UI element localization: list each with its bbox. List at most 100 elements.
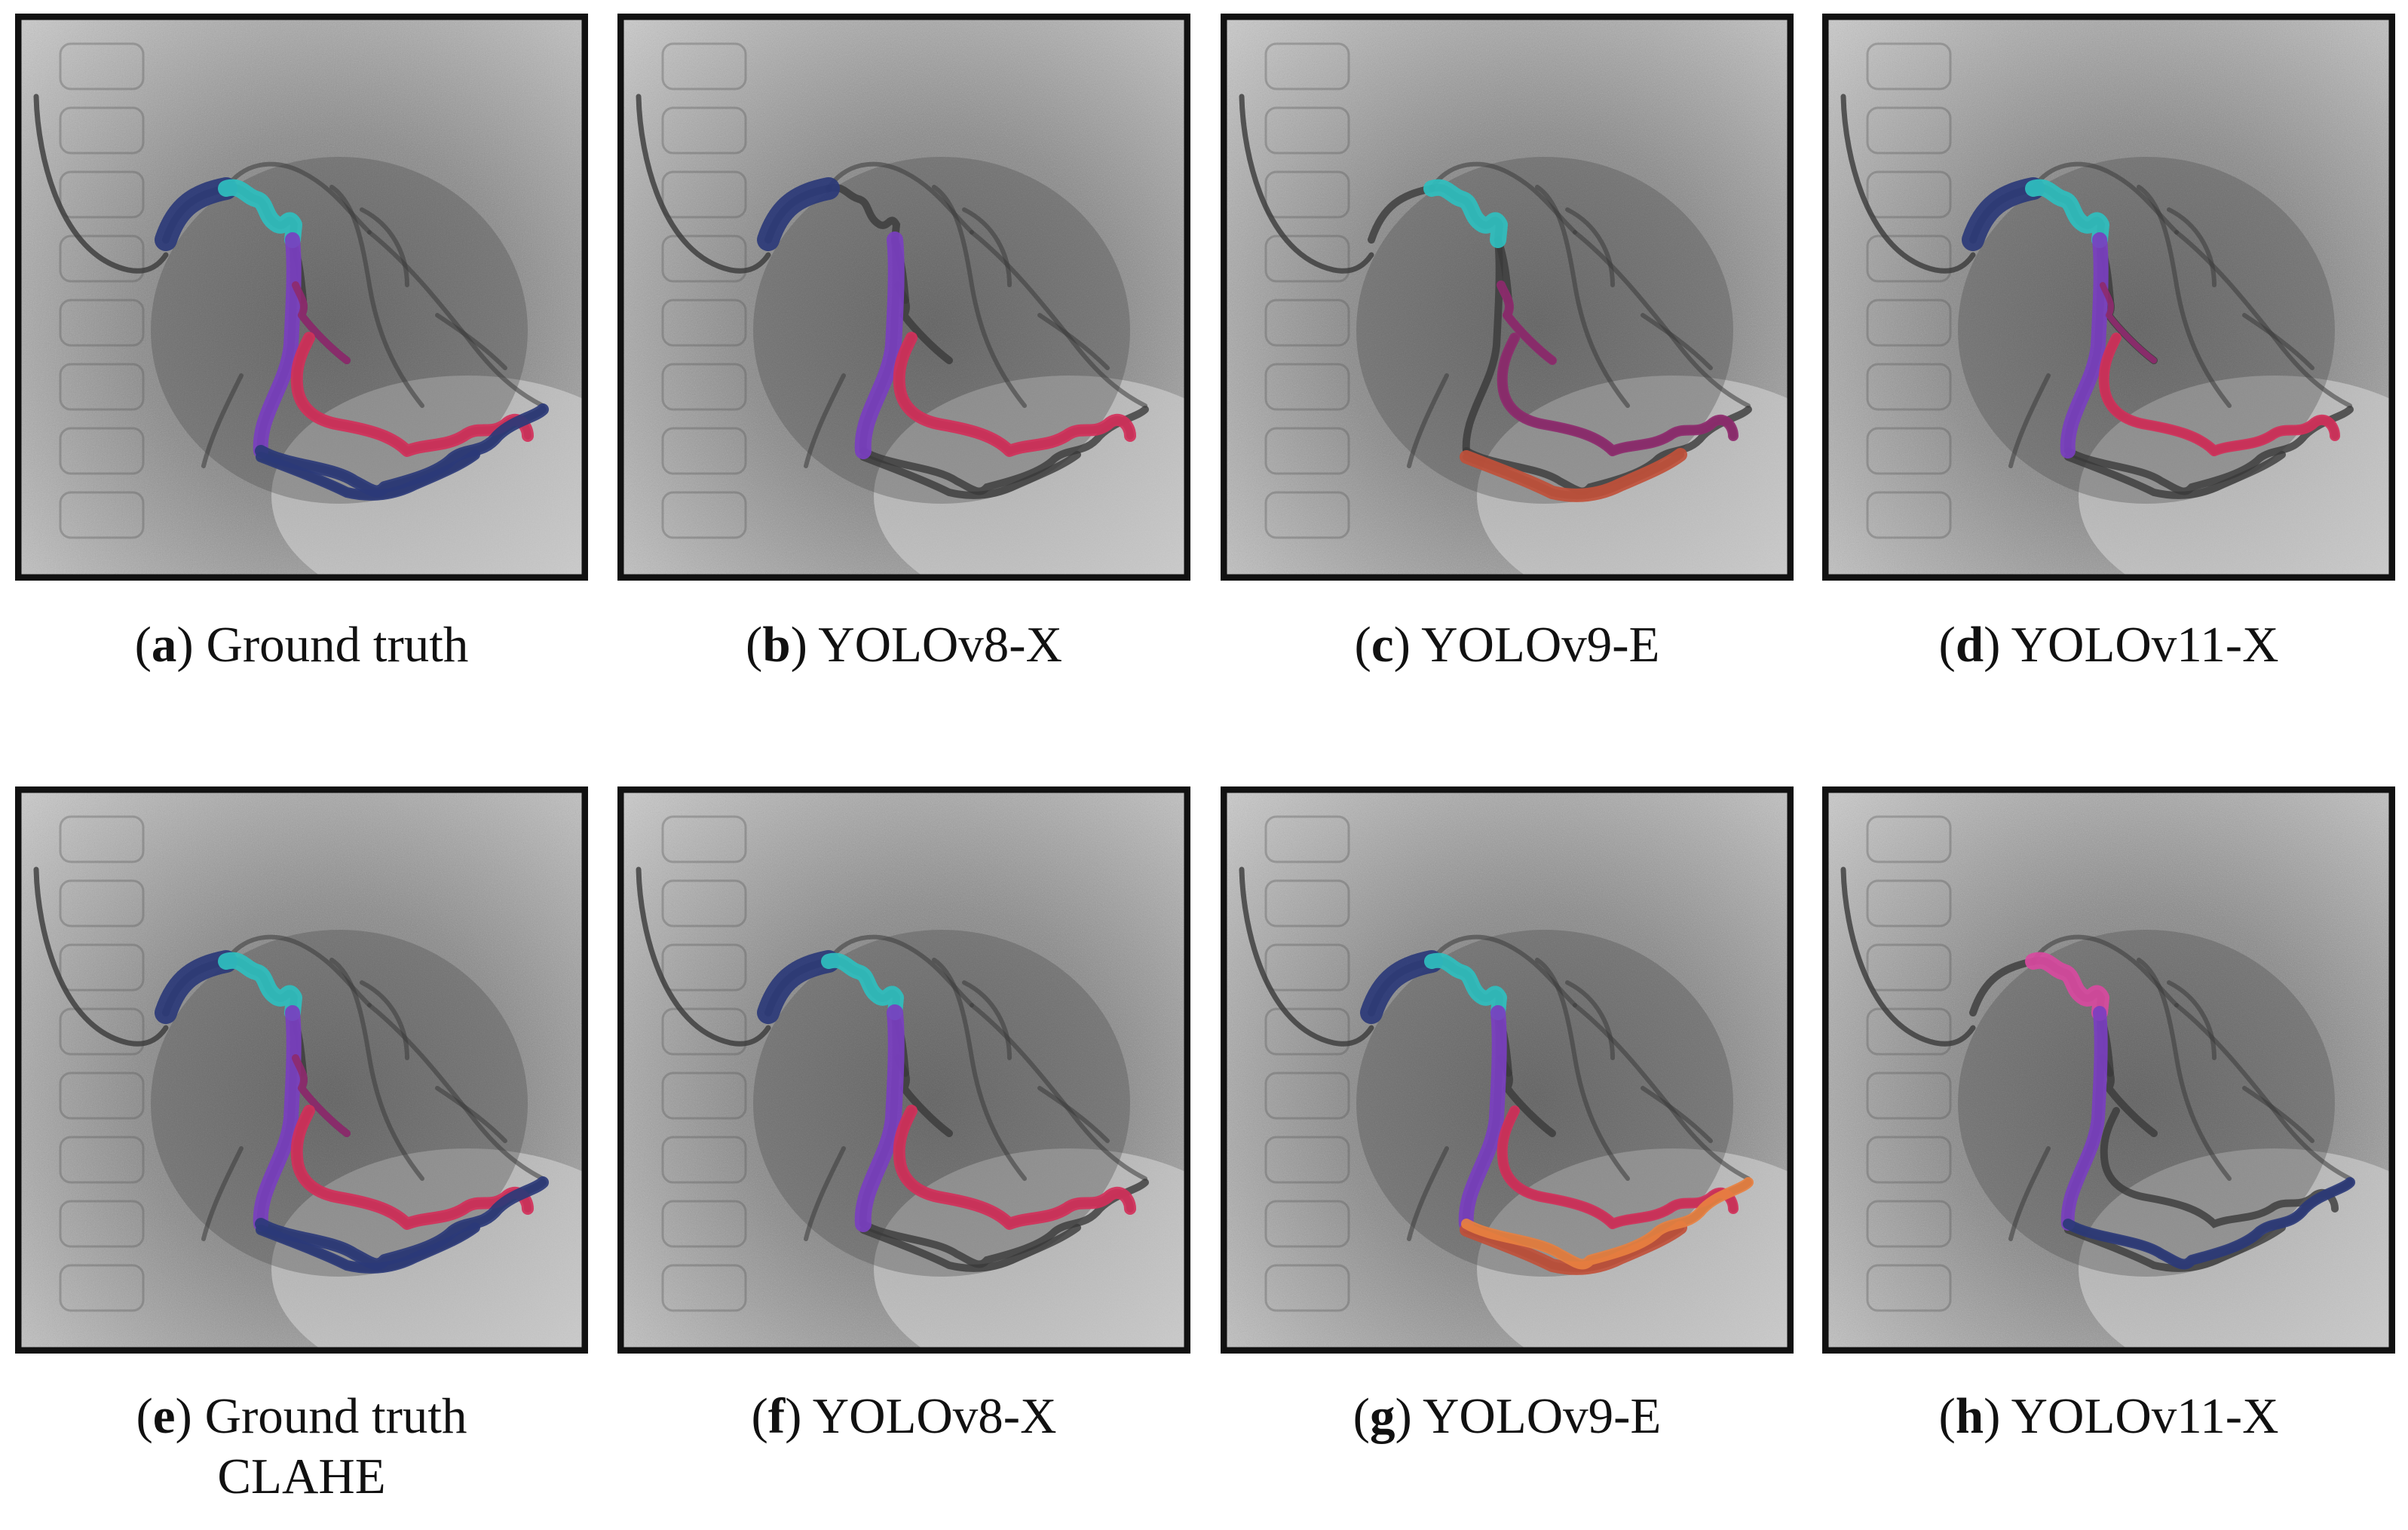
segment-om [2098,333,2340,456]
vessel-vesselD [962,207,1012,287]
vertebra [59,1200,145,1248]
vertebra [59,363,145,411]
vertebra [1866,1200,1952,1248]
angiogram-image [1822,14,2395,581]
vertebra [1264,1264,1350,1312]
image-border [15,786,588,1354]
vessel-lowerA [2064,406,2354,495]
vessel-lmain [1969,958,2037,1016]
segment-lowerB [256,1222,480,1274]
segment-lad [854,1004,905,1232]
angiogram-panel-a [15,14,588,581]
vertebra [1866,235,1952,283]
vessel-vesselE [1407,373,1449,468]
vessel-catheter [636,866,771,1047]
vertebra [1264,299,1350,347]
image-border [1221,14,1794,581]
caption-a: (a) Ground truth [134,617,469,673]
vessel-vesselD [1565,207,1615,287]
vertebra [1264,363,1350,411]
segment-lowerA [2063,1177,2355,1270]
angiogram-image [617,786,1190,1354]
vertebra [1866,1136,1952,1184]
heart-shadow [1356,930,1733,1277]
segment-lad [854,231,905,459]
vessel-catheter [636,94,771,274]
vertebra [661,42,747,90]
vessel-catheter [33,94,169,274]
vessel-vesselD [360,980,409,1060]
vessel-diag [2099,1054,2158,1137]
vertebra [1866,1007,1952,1056]
vertebra [661,491,747,539]
vessel-vesselB [329,185,424,408]
segment-prox [2025,952,2109,1021]
vessel-lowerB [859,451,1081,499]
caption-g: (g) YOLOv9-E [1353,1388,1662,1444]
vertebra [1264,491,1350,539]
segment-prox [821,952,904,1020]
vessel-lmain [1368,185,1435,244]
vessel-vesselB [2137,185,2232,408]
vessel-vesselB [2137,958,2232,1181]
angiogram-panel-f [617,786,1190,1354]
segment-diag [2100,282,2157,363]
vessel-vesselD [962,980,1012,1060]
segment-om [893,1105,1136,1230]
vessel-vesselF [1641,313,1713,370]
segment-lowerA [255,1176,549,1271]
vessel-catheter [1840,94,1976,274]
vessel-vesselD [360,207,409,287]
angiogram-image [15,14,588,581]
vertebra [59,943,145,992]
segment-lowerA [1461,1177,1754,1270]
vertebra [661,1072,747,1120]
caption-e: (e) Ground truth CLAHE [136,1388,467,1504]
vertebra [59,299,145,347]
angiogram-image [1822,786,2395,1354]
segment-prox [1424,952,1507,1020]
vertebra [59,42,145,90]
angiogram-panel-h [1822,786,2395,1354]
vessel-vesselF [435,313,507,370]
vessel-catheter [1239,94,1374,274]
vessel-vesselE [201,1146,244,1241]
vertebra [59,235,145,283]
vessel-vesselE [804,1146,846,1241]
vertebra [1264,427,1350,475]
angiogram-image [617,14,1190,581]
vertebra [661,1200,747,1248]
vessel-vesselE [2008,1146,2051,1241]
vessel-vesselF [2242,1086,2315,1143]
vertebra [1866,170,1952,219]
vessel-vesselE [201,373,244,468]
angiogram-panel-d [1822,14,2395,581]
vertebra [59,491,145,539]
vertebra [1866,106,1952,155]
vertebra [1866,363,1952,411]
segment-lmain [155,177,237,251]
vessel-vesselD [2167,980,2217,1060]
segment-lowerA [255,403,549,498]
vessel-vesselE [804,373,846,468]
vessel-vesselF [1037,1086,1110,1143]
vessel-vesselB [329,958,424,1181]
segment-lmain [757,950,840,1024]
vessel-lowerA [859,406,1149,495]
segment-lad [1458,1005,1507,1231]
heart-shadow [1958,157,2335,504]
heart-shadow [151,157,528,504]
vessel-vesselF [1641,1086,1713,1143]
vessel-vesselB [1535,958,1630,1181]
vessel-vesselE [2008,373,2051,468]
vertebra [59,427,145,475]
vessel-vesselD [2167,207,2217,287]
vertebra [59,879,145,928]
vertebra [661,299,747,347]
angiogram-image [1221,14,1794,581]
vertebra [59,1007,145,1056]
vessel-lowerA [859,1179,1149,1268]
image-border [617,786,1190,1354]
segment-lmain [1962,177,2045,251]
segment-lmain [757,177,840,251]
